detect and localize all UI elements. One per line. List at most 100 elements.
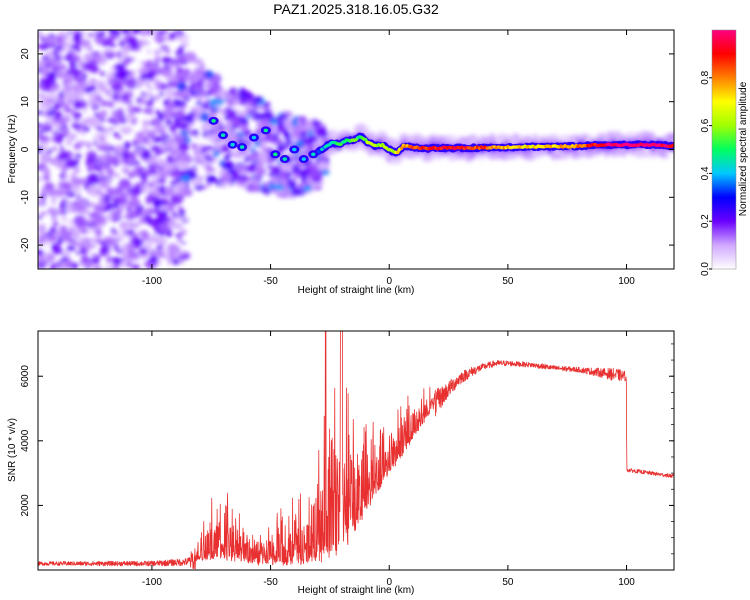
spectrogram-cell <box>363 129 372 135</box>
spectrogram-cell <box>98 202 106 208</box>
spectrogram-cell <box>166 80 179 89</box>
spectrogram-cell <box>142 107 152 114</box>
spectrogram-cell <box>146 91 153 98</box>
spectrogram-cell <box>141 187 148 193</box>
spectrogram-cell <box>201 185 208 190</box>
snr-y-ticks: 2000 4000 6000 <box>20 343 674 555</box>
spectrogram-cell <box>172 258 180 265</box>
spectrogram-cell <box>150 186 160 197</box>
colorbar-tick-label: 0.2 <box>700 214 711 228</box>
spectrogram-cell <box>115 187 123 194</box>
spectrogram-cell <box>192 87 205 94</box>
spectrogram-cell <box>65 80 76 91</box>
spectrogram-cell <box>77 62 82 69</box>
spectrogram-cell <box>83 53 93 62</box>
spectrogram-hotspot-core <box>263 128 269 133</box>
spectrogram-cell <box>96 80 108 90</box>
spectrogram-cell <box>240 122 249 130</box>
spectrogram-cell <box>63 104 70 113</box>
spectrogram-cell <box>154 216 166 225</box>
spectrogram-cell <box>67 246 74 251</box>
spectrogram-cell <box>89 212 98 217</box>
spectrogram-cell <box>243 129 252 136</box>
spectrogram-cell <box>179 103 187 111</box>
spectrogram-cell <box>89 243 97 248</box>
spectrogram-cell <box>39 37 48 42</box>
spectrogram-cell <box>303 185 312 192</box>
spectrogram-cell <box>255 96 263 102</box>
spectrogram-cell <box>114 173 120 178</box>
spectrogram-cell <box>295 139 305 148</box>
spectrogram-cell <box>289 183 297 191</box>
spectrogram-cell <box>117 91 124 97</box>
spectrogram-cell <box>68 109 76 114</box>
ridge-segment <box>669 143 674 148</box>
spectrogram-cell <box>86 180 93 186</box>
spectrogram-cell <box>583 133 588 140</box>
spectrogram-cell <box>38 135 50 142</box>
spectrogram-cell <box>60 165 69 173</box>
spectrogram-cell <box>212 127 219 135</box>
spectrogram-cell <box>60 250 71 258</box>
spectrogram-cell <box>38 30 42 38</box>
spectrogram-cell <box>331 149 338 155</box>
spectrogram-cell <box>51 146 58 152</box>
spectrogram-cell <box>307 161 321 172</box>
x-tick-label: -50 <box>263 276 278 287</box>
spectrogram-cell <box>126 249 138 260</box>
spectrogram-cell <box>177 170 187 177</box>
spectrogram-cell <box>73 217 88 228</box>
spectrogram-cell <box>110 229 120 236</box>
spectrogram-cell <box>175 178 181 185</box>
spectrogram-cell <box>151 179 159 189</box>
spectrogram-cell <box>111 83 124 93</box>
spectrogram-cell <box>94 238 102 244</box>
spectrogram-cell <box>121 30 131 35</box>
spectrogram-cell <box>67 231 74 236</box>
spectrogram-cell <box>278 189 286 195</box>
x-tick-label: 100 <box>618 577 635 588</box>
spectrogram-cell <box>189 83 197 89</box>
spectrogram-cell <box>88 184 98 191</box>
spectrogram-cell <box>101 39 111 47</box>
spectrogram-cell <box>235 176 242 180</box>
spectrogram-cell <box>46 71 57 80</box>
spectrogram-hotspot-core <box>292 147 297 152</box>
spectrogram-cell <box>314 127 327 136</box>
spectrogram-cell <box>144 81 151 88</box>
spectrogram-cell <box>96 162 102 166</box>
spectrogram-cell <box>199 64 206 70</box>
spectrogram-cell <box>146 216 154 226</box>
spectrogram-cell <box>126 207 131 213</box>
spectrogram-cell <box>95 125 103 132</box>
spectrogram-cell <box>104 163 110 169</box>
spectrogram-cell <box>258 152 269 163</box>
spectrogram-cell <box>53 111 63 121</box>
spectrogram-cell <box>75 32 82 39</box>
spectrogram-cell <box>230 169 235 175</box>
spectrogram-cell <box>38 248 43 256</box>
x-tick-label: 0 <box>386 276 392 287</box>
spectrogram-cell <box>164 88 176 98</box>
spectrogram-cell <box>255 173 262 183</box>
spectrogram-cell <box>38 163 47 169</box>
spectrogram-cell <box>168 32 176 40</box>
x-tick-label: -100 <box>142 276 162 287</box>
spectrogram-cell <box>114 196 129 205</box>
spectrogram-cell <box>177 57 185 65</box>
spectrogram-cell <box>116 50 123 59</box>
spectrogram-cell <box>266 164 274 171</box>
spectrogram-cell <box>38 254 46 263</box>
spectrogram-cell <box>179 152 191 162</box>
spectrogram-cell <box>55 45 63 51</box>
colorbar-tick-label: 0.8 <box>700 70 711 84</box>
spectrogram-cell <box>45 37 55 45</box>
spectrogram-cell <box>146 30 155 36</box>
spectrogram-cell <box>53 100 62 110</box>
spectrogram-cell <box>170 125 177 131</box>
spectrogram-cell <box>311 120 322 127</box>
snr-panel: -100 -50 0 50 100 2000 4000 6000 Height of str… <box>7 330 675 596</box>
spectrogram-cell <box>230 117 241 126</box>
spectrogram-cell <box>313 140 320 149</box>
spectrogram-cell <box>133 224 139 230</box>
